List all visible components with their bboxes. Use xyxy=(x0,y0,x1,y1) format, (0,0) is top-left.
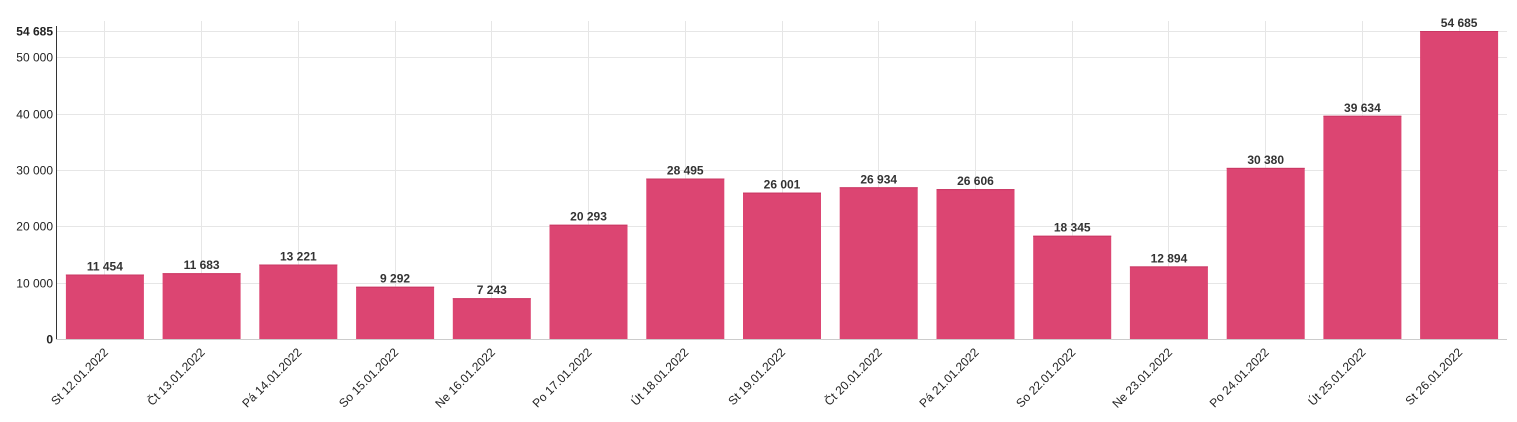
bar[interactable] xyxy=(452,298,531,339)
x-tick-label: Čt 13.01.2022 xyxy=(144,344,208,408)
data-labels: 11 454 11 683 13 221 9 292 7 243 20 293 28 495… xyxy=(87,16,1478,297)
y-tick-label: 30 000 xyxy=(16,164,53,178)
x-tick-label: Po 24.01.2022 xyxy=(1207,345,1272,410)
x-tick-label: Út 25.01.2022 xyxy=(1305,344,1369,408)
data-label: 9 292 xyxy=(380,272,410,286)
bar[interactable] xyxy=(1420,31,1499,339)
y-tick-label: 0 xyxy=(46,333,53,347)
data-label: 18 345 xyxy=(1054,221,1091,235)
bar[interactable] xyxy=(1033,235,1112,339)
x-tick-label: So 15.01.2022 xyxy=(336,345,401,410)
y-tick-label: 40 000 xyxy=(16,108,53,122)
bar[interactable] xyxy=(549,224,628,339)
x-tick-label: Po 17.01.2022 xyxy=(530,345,595,410)
y-tick-label: 10 000 xyxy=(16,277,53,291)
data-label: 26 934 xyxy=(860,172,897,186)
bar[interactable] xyxy=(65,274,144,340)
x-tick-label: So 22.01.2022 xyxy=(1013,345,1078,410)
y-tick-label: 50 000 xyxy=(16,51,53,65)
axes xyxy=(56,26,1507,340)
bar[interactable] xyxy=(646,178,725,340)
bar[interactable] xyxy=(259,264,338,340)
data-label: 13 221 xyxy=(280,250,317,264)
x-tick-label: St 12.01.2022 xyxy=(48,345,111,408)
data-label: 7 243 xyxy=(477,283,507,297)
data-label: 30 380 xyxy=(1247,153,1284,167)
y-tick-label: 20 000 xyxy=(16,220,53,234)
y-tick-label: 54 685 xyxy=(16,25,53,39)
x-tick-label: St 19.01.2022 xyxy=(725,345,788,408)
bar[interactable] xyxy=(1129,266,1208,339)
x-tick-label: St 26.01.2022 xyxy=(1403,345,1466,408)
data-label: 11 454 xyxy=(87,260,123,274)
x-axis-ticks: St 12.01.2022 Čt 13.01.2022 Pá 14.01.2022 S… xyxy=(48,344,1465,411)
y-axis-ticks: 0 10 000 20 000 30 000 40 000 50 000 54 685 xyxy=(16,25,53,347)
x-tick-label: Ne 16.01.2022 xyxy=(432,345,498,411)
bar[interactable] xyxy=(839,187,918,339)
data-label: 54 685 xyxy=(1441,16,1478,30)
data-label: 26 606 xyxy=(957,174,994,188)
x-tick-label: Út 18.01.2022 xyxy=(627,344,691,408)
bar[interactable] xyxy=(162,273,241,339)
bar[interactable] xyxy=(936,189,1015,339)
x-tick-label: Čt 20.01.2022 xyxy=(821,344,885,408)
data-label: 12 894 xyxy=(1151,251,1188,265)
bar[interactable] xyxy=(1323,115,1402,339)
x-tick-label: Ne 23.01.2022 xyxy=(1109,345,1175,411)
bar[interactable] xyxy=(356,286,435,339)
bar[interactable] xyxy=(743,192,821,339)
x-tick-label: Pá 14.01.2022 xyxy=(239,345,304,410)
bar[interactable] xyxy=(1226,167,1305,339)
data-label: 28 495 xyxy=(667,164,704,178)
x-tick-label: Pá 21.01.2022 xyxy=(916,345,981,410)
bars xyxy=(65,31,1499,340)
data-label: 26 001 xyxy=(764,178,801,192)
data-label: 20 293 xyxy=(570,210,607,224)
data-label: 11 683 xyxy=(184,258,220,272)
data-label: 39 634 xyxy=(1344,101,1381,115)
